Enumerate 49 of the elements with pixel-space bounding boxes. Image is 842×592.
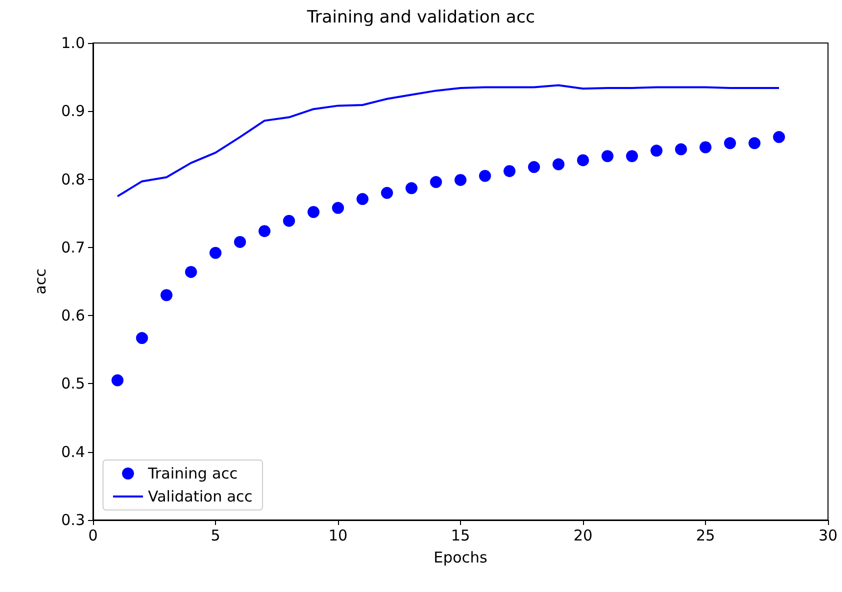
point [381,186,393,199]
y-tick-label: 0.3 [61,511,85,529]
point [650,144,662,157]
point [210,246,222,259]
x-tick-label: 20 [573,526,593,544]
point [577,154,589,166]
point [308,206,320,218]
point [700,141,712,154]
y-tick-label: 0.9 [61,102,85,120]
point [602,150,614,162]
x-tick-label: 10 [328,526,348,544]
point [258,225,270,238]
x-tick-label: 30 [818,526,838,544]
point [479,170,491,182]
point [234,236,246,248]
line-series [116,84,780,198]
point [748,137,760,150]
legend-label: Validation acc [148,488,253,506]
y-tick-label: 0.8 [61,170,85,188]
point [675,143,687,156]
legend-label: Training acc [147,464,238,482]
x-tick-label: 5 [210,526,220,544]
point [430,176,442,188]
point [160,289,172,302]
y-tick-label: 0.5 [61,374,85,393]
y-tick-label: 0.6 [61,306,85,325]
point [112,374,124,386]
point [504,165,516,178]
y-axis-title: acc [32,268,50,294]
y-tick-label: 1.0 [61,34,85,52]
x-tick-label: 0 [88,526,98,544]
y-tick-label: 0.7 [61,238,85,256]
x-tick-label: 25 [696,526,716,544]
point [332,202,344,214]
y-tick-label: 0.4 [61,442,85,461]
point [454,174,466,186]
point [528,161,540,174]
point [283,214,295,227]
chart-title: Training and validation acc [306,8,536,28]
point [626,150,638,162]
x-axis-title: Epochs [434,548,488,566]
point [136,332,148,344]
point [724,137,736,150]
point [773,131,785,144]
point [552,158,564,170]
x-tick-label: 15 [450,526,470,544]
point [185,266,197,278]
point [356,193,368,206]
point [406,182,418,194]
